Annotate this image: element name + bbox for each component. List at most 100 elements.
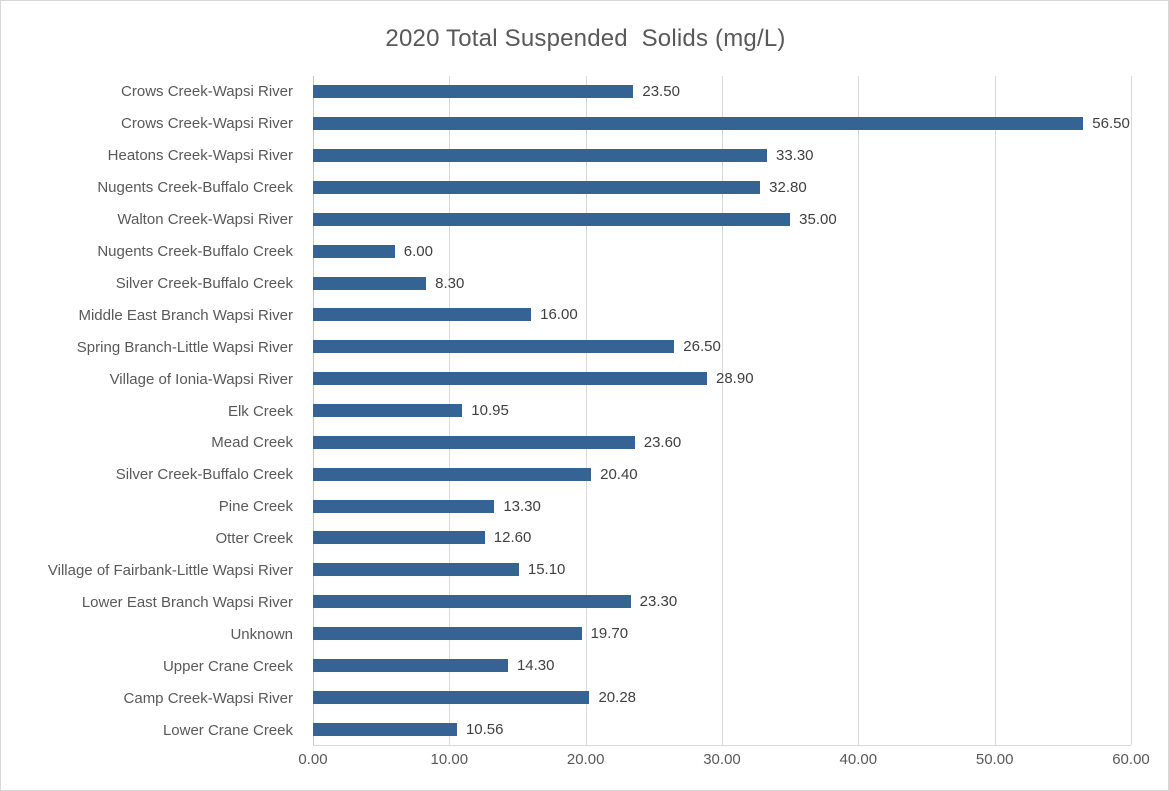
bar-series: 23.50 56.50 33.30 32.80 35.00 6.00 8.30 16.00 26… (313, 76, 1131, 745)
x-axis-tick-label: 40.00 (839, 751, 878, 768)
bar-row: 20.40 (313, 458, 1131, 490)
category-label: Unknown (230, 625, 293, 643)
category-label: Otter Creek (215, 530, 293, 548)
value-label: 56.50 (1092, 115, 1130, 133)
value-label: 23.30 (639, 593, 678, 611)
value-label: 6.00 (403, 242, 433, 260)
bar (313, 595, 631, 609)
category-label: Elk Creek (227, 402, 293, 420)
bar-row: 35.00 (313, 203, 1131, 235)
bar (313, 85, 634, 99)
bar-row: 28.90 (313, 363, 1131, 395)
bar (313, 244, 395, 258)
category-label: Nugents Creek-Buffalo Creek (97, 242, 293, 260)
bar-row: 14.30 (313, 649, 1131, 681)
category-label: Middle East Branch Wapsi River (78, 306, 293, 324)
bar-row: 19.70 (313, 618, 1131, 650)
category-label: Crows Creek-Wapsi River (121, 83, 293, 101)
bar (313, 499, 495, 513)
value-label: 26.50 (683, 338, 721, 356)
bar (313, 340, 675, 354)
category-label: Village of Ionia-Wapsi River (109, 370, 293, 388)
x-axis-tick-label: 10.00 (430, 751, 469, 768)
bar (313, 467, 592, 481)
bar (313, 276, 427, 290)
x-axis-tick-label: 0.00 (298, 751, 328, 768)
category-label: Spring Branch-Little Wapsi River (76, 338, 293, 356)
value-label: 20.40 (600, 465, 638, 483)
bar (313, 212, 791, 226)
bar-row: 15.10 (313, 554, 1131, 586)
gridline (994, 76, 996, 745)
y-axis-labels: Crows Creek-Wapsi River Crows Creek-Wapsi… (1, 76, 301, 746)
category-label: Silver Creek-Buffalo Creek (115, 274, 293, 292)
gridline (722, 76, 723, 745)
value-label: 23.50 (642, 83, 680, 101)
value-label: 35.00 (799, 210, 837, 228)
bar (313, 404, 463, 418)
bar-row: 23.50 (313, 76, 1131, 108)
bar (313, 149, 767, 163)
bar (313, 181, 761, 194)
bar-row: 26.50 (313, 331, 1131, 363)
category-label: Heatons Creek-Wapsi River (107, 147, 293, 165)
bar-row: 6.00 (313, 235, 1131, 267)
value-label: 12.60 (493, 529, 532, 547)
gridline (858, 76, 860, 745)
bar-row: 12.60 (313, 522, 1131, 554)
value-label: 10.95 (471, 402, 509, 420)
bar (313, 372, 707, 386)
category-label: Pine Creek (218, 498, 293, 516)
value-label: 23.60 (643, 433, 682, 451)
value-label: 32.80 (769, 179, 807, 196)
category-label: Walton Creek-Wapsi River (117, 211, 293, 229)
category-label: Nugents Creek-Buffalo Creek (97, 179, 293, 197)
plot-area: 23.50 56.50 33.30 32.80 35.00 6.00 8.30 16.00 26… (313, 76, 1132, 746)
x-axis-tick-label: 60.00 (1112, 751, 1150, 768)
category-label: Crows Creek-Wapsi River (121, 115, 293, 133)
bar (313, 117, 1084, 131)
bar-row: 56.50 (313, 108, 1131, 140)
gridline (585, 76, 587, 745)
bar (313, 627, 582, 641)
bar-row: 33.30 (313, 140, 1131, 172)
bar-row: 23.30 (313, 586, 1131, 618)
value-label: 33.30 (775, 147, 814, 165)
value-label: 10.56 (465, 720, 504, 738)
value-label: 19.70 (590, 625, 629, 643)
x-axis-labels: 0.00 10.00 20.00 30.00 40.00 50.00 60.00 (1, 751, 1168, 773)
x-axis-tick-label: 20.00 (566, 751, 605, 768)
gridline (1131, 76, 1132, 745)
bar-row: 32.80 (313, 172, 1131, 204)
category-label: Mead Creek (211, 434, 293, 452)
value-label: 14.30 (516, 656, 555, 674)
bar (313, 531, 485, 545)
category-label: Upper Crane Creek (162, 657, 293, 675)
x-axis-tick-label: 50.00 (975, 751, 1014, 768)
bar (313, 722, 457, 736)
value-label: 13.30 (503, 497, 541, 515)
bar (313, 308, 532, 322)
bar-row: 20.28 (313, 681, 1131, 713)
category-label: Lower East Branch Wapsi River (81, 593, 293, 611)
bar-row: 10.95 (313, 395, 1131, 427)
bar-row: 23.60 (313, 426, 1131, 458)
category-label: Silver Creek-Buffalo Creek (115, 466, 293, 484)
category-label: Lower Crane Creek (162, 721, 293, 739)
bar-row: 16.00 (313, 299, 1131, 331)
value-label: 16.00 (540, 306, 578, 324)
bar-row: 13.30 (313, 490, 1131, 522)
x-axis-tick-label: 30.00 (703, 751, 741, 768)
value-label: 20.28 (598, 688, 637, 706)
bar-row: 8.30 (313, 267, 1131, 299)
value-label: 28.90 (716, 370, 754, 388)
category-label: Village of Fairbank-Little Wapsi River (47, 562, 293, 580)
bar (313, 435, 635, 449)
bar (313, 690, 590, 704)
bar-row: 10.56 (313, 713, 1131, 745)
value-label: 15.10 (527, 561, 566, 579)
category-label: Camp Creek-Wapsi River (123, 689, 293, 707)
value-label: 8.30 (435, 274, 465, 292)
bar (313, 563, 519, 577)
